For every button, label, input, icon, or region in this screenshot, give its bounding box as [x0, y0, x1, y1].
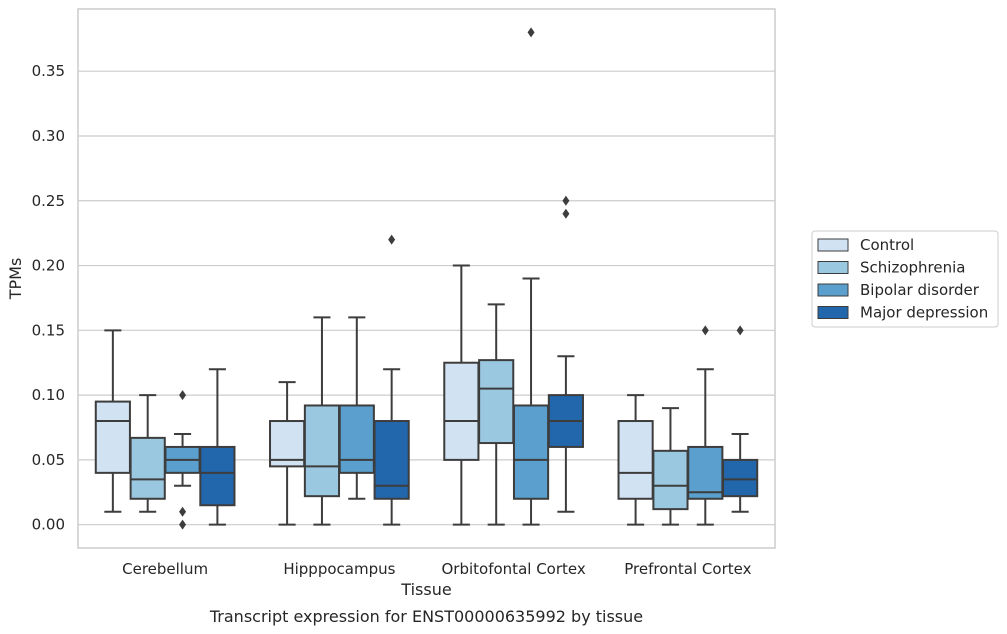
legend-swatch	[817, 283, 849, 297]
x-tick-labels: Cerebellum Hipppocampus Orbitofontal Corte…	[122, 560, 751, 578]
outlier-point	[562, 208, 570, 219]
outlier-point	[562, 195, 570, 206]
box-schizophrenia	[652, 407, 689, 526]
legend-swatch	[817, 261, 849, 274]
box-body	[269, 420, 306, 468]
outlier-point	[527, 27, 535, 38]
box-control	[94, 329, 131, 513]
outlier-point	[388, 234, 396, 245]
y-tick-labels: 0.00 0.05 0.10 0.15 0.20 0.25 0.30 0.35	[32, 62, 65, 533]
legend-frame	[811, 230, 999, 328]
y-tick-label: 0.30	[32, 127, 65, 145]
x-tick-label: Cerebellum	[122, 560, 208, 578]
box-body	[478, 359, 515, 445]
box-groups	[94, 27, 759, 530]
y-tick-label: 0.35	[32, 62, 65, 80]
box-schizophrenia	[478, 303, 515, 526]
x-tick-label: Hipppocampus	[283, 560, 395, 578]
outlier-point	[179, 390, 187, 401]
y-tick-label: 0.10	[32, 386, 65, 404]
outlier-point	[179, 506, 187, 517]
box-major-depression	[199, 368, 236, 526]
box-major-depression	[373, 234, 410, 526]
y-tick-label: 0.05	[32, 451, 65, 469]
box-control	[443, 264, 480, 526]
outlier-point	[701, 325, 709, 336]
box-body	[443, 361, 480, 461]
box-body	[199, 445, 236, 507]
legend: Control Schizophrenia Bipolar disorder Majo…	[811, 230, 999, 328]
box-control	[269, 381, 306, 526]
outlier-point	[179, 519, 187, 530]
legend-label: Schizophrenia	[860, 259, 965, 277]
box-body	[373, 420, 410, 500]
box-bipolar-disorder	[512, 27, 550, 526]
legend-label: Major depression	[860, 304, 988, 322]
box-body	[338, 404, 375, 474]
y-tick-label: 0.25	[32, 192, 65, 210]
box-bipolar-disorder	[338, 316, 375, 500]
box-body	[512, 404, 550, 500]
x-axis-label: Tissue	[400, 580, 451, 599]
x-tick-label: Prefrontal Cortex	[624, 560, 751, 578]
box-control	[617, 394, 654, 526]
legend-label: Bipolar disorder	[860, 281, 980, 299]
box-bipolar-disorder	[164, 390, 201, 530]
x-tick-label: Orbitofontal Cortex	[442, 560, 586, 578]
plot-frame	[77, 8, 776, 549]
box-body	[652, 449, 689, 511]
legend-label: Control	[860, 236, 914, 254]
box-body	[687, 445, 724, 500]
box-schizophrenia	[303, 316, 341, 526]
box-body	[303, 404, 341, 498]
box-body	[722, 458, 759, 498]
outlier-point	[736, 325, 744, 336]
legend-swatch	[817, 306, 849, 319]
y-tick-label: 0.15	[32, 321, 65, 339]
y-tick-label: 0.20	[32, 257, 65, 275]
box-body	[617, 420, 654, 500]
box-schizophrenia	[129, 394, 166, 513]
box-major-depression	[547, 195, 584, 513]
box-bipolar-disorder	[687, 325, 724, 526]
legend-swatch	[817, 238, 849, 252]
box-body	[94, 400, 131, 474]
box-body	[129, 436, 166, 500]
figure-caption: Transcript expression for ENST0000063599…	[209, 607, 643, 626]
box-major-depression	[722, 325, 759, 513]
y-axis-label: TPMs	[6, 258, 25, 301]
y-tick-label: 0.00	[32, 516, 65, 534]
